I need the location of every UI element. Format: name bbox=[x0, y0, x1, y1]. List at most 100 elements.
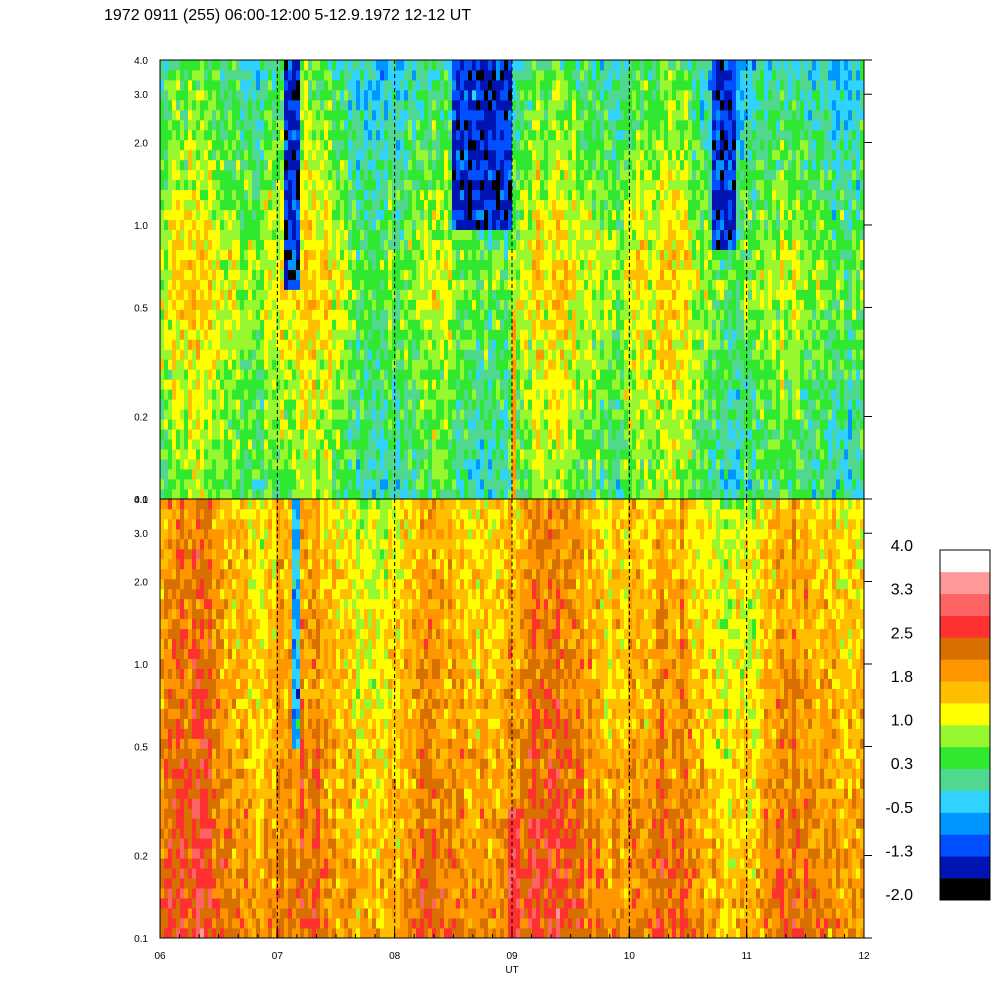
spectrogram-cell bbox=[780, 329, 785, 340]
spectrogram-cell bbox=[340, 429, 345, 440]
spectrogram-cell bbox=[452, 309, 457, 320]
spectrogram-cell bbox=[788, 309, 793, 320]
spectrogram-cell bbox=[412, 239, 417, 250]
spectrogram-cell bbox=[784, 469, 789, 480]
spectrogram-cell bbox=[660, 359, 665, 370]
spectrogram-cell bbox=[480, 439, 485, 450]
spectrogram-cell bbox=[724, 379, 729, 390]
spectrogram-cell bbox=[376, 219, 381, 231]
spectrogram-cell bbox=[736, 369, 741, 380]
spectrogram-cell bbox=[700, 229, 705, 240]
spectrogram-cell bbox=[384, 339, 389, 350]
spectrogram-cell bbox=[352, 439, 357, 450]
spectrogram-cell bbox=[544, 259, 549, 270]
spectrogram-cell bbox=[804, 479, 809, 490]
spectrogram-cell bbox=[452, 429, 457, 440]
spectrogram-cell bbox=[260, 419, 265, 430]
spectrogram-cell bbox=[432, 279, 437, 290]
spectrogram-cell bbox=[252, 389, 257, 400]
spectrogram-cell bbox=[288, 369, 293, 380]
spectrogram-cell bbox=[216, 399, 221, 410]
spectrogram-cell bbox=[336, 309, 341, 320]
spectrogram-cell bbox=[516, 259, 521, 270]
spectrogram-cell bbox=[756, 309, 761, 320]
spectrogram-cell bbox=[632, 419, 637, 430]
spectrogram-cell bbox=[616, 319, 621, 330]
spectrogram-cell bbox=[860, 449, 865, 460]
spectrogram-cell bbox=[220, 369, 225, 380]
spectrogram-cell bbox=[732, 249, 737, 260]
spectrogram-cell bbox=[544, 249, 549, 260]
spectrogram-cell bbox=[184, 359, 189, 370]
spectrogram-cell bbox=[388, 449, 393, 460]
spectrogram-cell bbox=[776, 319, 781, 330]
spectrogram-cell bbox=[508, 339, 513, 350]
spectrogram-cell bbox=[428, 359, 433, 370]
spectrogram-cell bbox=[700, 379, 705, 390]
spectrogram-cell bbox=[456, 299, 461, 310]
spectrogram-cell bbox=[748, 359, 753, 370]
spectrogram-cell bbox=[300, 479, 305, 490]
spectrogram-cell bbox=[408, 489, 413, 500]
spectrogram-cell bbox=[456, 259, 461, 270]
spectrogram-cell bbox=[860, 309, 865, 320]
spectrogram-cell bbox=[380, 209, 385, 221]
spectrogram-cell bbox=[712, 439, 717, 450]
spectrogram-cell bbox=[396, 429, 401, 440]
spectrogram-cell bbox=[384, 349, 389, 360]
spectrogram-cell bbox=[852, 289, 857, 300]
spectrogram-cell bbox=[804, 219, 809, 231]
spectrogram-cell bbox=[444, 229, 449, 240]
spectrogram-cell bbox=[792, 449, 797, 460]
spectrogram-cell bbox=[388, 269, 393, 280]
spectrogram-cell bbox=[456, 269, 461, 280]
spectrogram-cell bbox=[552, 229, 557, 240]
spectrogram-cell bbox=[232, 389, 237, 400]
spectrogram-cell bbox=[668, 439, 673, 450]
spectrogram-cell bbox=[712, 289, 717, 300]
spectrogram-cell bbox=[332, 359, 337, 370]
spectrogram-cell bbox=[168, 249, 173, 260]
spectrogram-cell bbox=[452, 379, 457, 390]
spectrogram-cell bbox=[208, 269, 213, 280]
spectrogram-cell bbox=[684, 369, 689, 380]
spectrogram-cell bbox=[188, 309, 193, 320]
spectrogram-cell bbox=[824, 359, 829, 370]
spectrogram-cell bbox=[464, 379, 469, 390]
spectrogram-cell bbox=[484, 469, 489, 480]
spectrogram-cell bbox=[464, 309, 469, 320]
spectrogram-cell bbox=[796, 369, 801, 380]
spectrogram-cell bbox=[724, 469, 729, 480]
spectrogram-cell bbox=[184, 439, 189, 450]
spectrogram-cell bbox=[808, 279, 813, 290]
spectrogram-cell bbox=[204, 239, 209, 250]
spectrogram-cell bbox=[620, 299, 625, 310]
spectrogram-cell bbox=[836, 389, 841, 400]
spectrogram-cell bbox=[748, 319, 753, 330]
spectrogram-cell bbox=[628, 379, 633, 390]
spectrogram-cell bbox=[524, 219, 529, 231]
spectrogram-cell bbox=[500, 229, 505, 240]
spectrogram-cell bbox=[836, 249, 841, 260]
spectrogram-cell bbox=[636, 239, 641, 250]
spectrogram-cell bbox=[284, 219, 289, 231]
spectrogram-cell bbox=[196, 299, 201, 310]
spectrogram-cell bbox=[800, 279, 805, 290]
spectrogram-cell bbox=[748, 459, 753, 470]
spectrogram-cell bbox=[332, 219, 337, 231]
spectrogram-cell bbox=[296, 429, 301, 440]
spectrogram-cell bbox=[228, 309, 233, 320]
spectrogram-cell bbox=[328, 409, 333, 420]
spectrogram-cell bbox=[716, 469, 721, 480]
spectrogram-cell bbox=[720, 409, 725, 420]
spectrogram-cell bbox=[580, 299, 585, 310]
spectrogram-cell bbox=[820, 369, 825, 380]
spectrogram-cell bbox=[160, 279, 165, 290]
spectrogram-cell bbox=[160, 329, 165, 340]
spectrogram-cell bbox=[676, 309, 681, 320]
spectrogram-cell bbox=[836, 339, 841, 350]
spectrogram-cell bbox=[680, 299, 685, 310]
spectrogram-cell bbox=[420, 329, 425, 340]
spectrogram-cell bbox=[224, 389, 229, 400]
